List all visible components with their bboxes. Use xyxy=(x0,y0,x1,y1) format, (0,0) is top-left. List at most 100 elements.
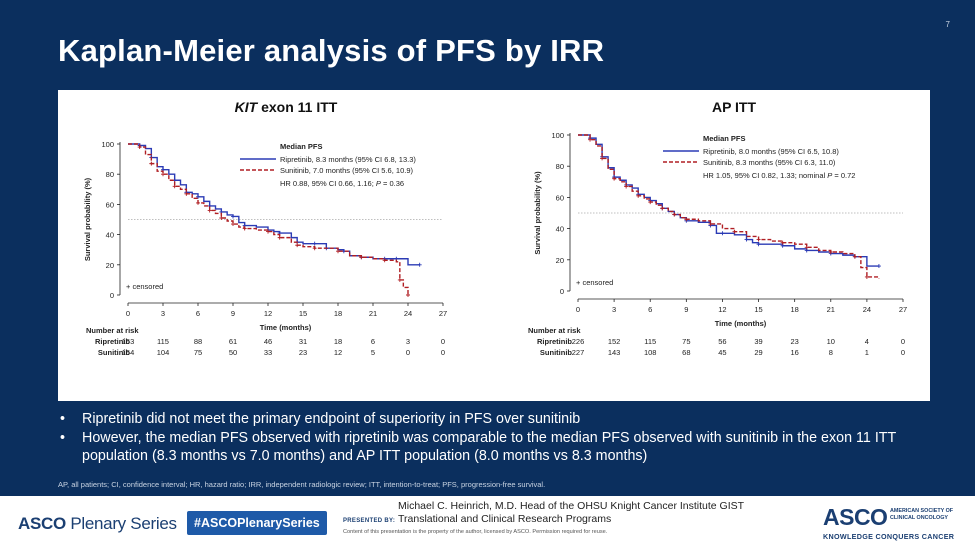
censor-mark xyxy=(417,262,422,267)
risk-value: 164 xyxy=(122,348,135,357)
bullet-item: • Ripretinib did not meet the primary en… xyxy=(58,410,938,429)
risk-value: 5 xyxy=(371,348,375,357)
presenter-line: Translational and Clinical Research Prog… xyxy=(398,513,612,525)
y-tick-label: 40 xyxy=(556,225,564,234)
censor-mark xyxy=(196,200,200,205)
censor-mark xyxy=(756,242,761,247)
risk-value: 16 xyxy=(790,348,798,357)
bullet-item: • However, the median PFS observed with … xyxy=(58,429,938,466)
chart-title-italic: KIT xyxy=(235,99,259,115)
censor-mark xyxy=(780,240,785,245)
x-tick-label: 9 xyxy=(684,305,688,314)
risk-value: 0 xyxy=(406,348,410,357)
censor-mark xyxy=(720,231,725,236)
risk-value: 33 xyxy=(264,348,272,357)
chart-panel: KIT exon 11 ITT 0 20 40 60 80 100 0 3 6 9 12 15 18 21 2… xyxy=(58,90,930,401)
censor-mark xyxy=(266,229,270,234)
risk-value: 226 xyxy=(572,337,585,346)
x-tick-label: 24 xyxy=(863,305,871,314)
censor-mark xyxy=(744,237,749,242)
x-tick-label: 6 xyxy=(196,309,200,318)
y-tick-label: 80 xyxy=(106,170,114,179)
censor-mark xyxy=(359,255,364,260)
censor-mark xyxy=(588,137,593,142)
censor-mark xyxy=(756,237,761,242)
asco-plenary-bold: ASCO xyxy=(18,514,66,533)
chart-title: AP ITT xyxy=(712,99,757,115)
risk-table-heading: Number at risk xyxy=(528,326,581,335)
risk-row-label: Sunitinib xyxy=(540,348,572,357)
footer-bar: ASCO Plenary Series #ASCOPlenarySeries P… xyxy=(0,496,975,548)
risk-row-label: Sunitinib xyxy=(98,348,130,357)
hazard-ratio-part: = 0.36 xyxy=(381,179,404,188)
risk-value: 3 xyxy=(406,337,410,346)
x-tick-label: 0 xyxy=(126,309,130,318)
censor-mark xyxy=(732,229,737,234)
hashtag-badge: #ASCOPlenarySeries xyxy=(187,511,327,535)
risk-value: 29 xyxy=(754,348,762,357)
x-tick-label: 21 xyxy=(369,309,377,318)
risk-value: 88 xyxy=(194,337,202,346)
x-tick-label: 15 xyxy=(299,309,307,318)
km-curve-sunitinib xyxy=(128,143,409,295)
censor-mark xyxy=(242,226,247,231)
risk-value: 104 xyxy=(157,348,170,357)
risk-value: 39 xyxy=(754,337,762,346)
risk-value: 143 xyxy=(608,348,621,357)
censor-mark xyxy=(636,193,641,198)
legend-label: Sunitinib, 8.3 months (95% CI 6.3, 11.0) xyxy=(703,158,836,167)
x-tick-label: 3 xyxy=(161,309,165,318)
censor-mark xyxy=(708,221,713,226)
risk-value: 0 xyxy=(441,337,445,346)
footnote: AP, all patients; CI, confidence interva… xyxy=(58,480,546,489)
censor-mark xyxy=(600,156,605,161)
censor-mark xyxy=(137,145,142,150)
presenter-line: Michael C. Heinrich, M.D. Head of the OH… xyxy=(398,500,745,512)
censor-mark xyxy=(149,161,154,166)
x-tick-label: 18 xyxy=(790,305,798,314)
censor-mark xyxy=(660,206,665,211)
censor-mark xyxy=(231,214,235,219)
censor-mark xyxy=(624,184,629,189)
slide-number: 7 xyxy=(945,20,950,29)
hazard-ratio-text: HR 1.05, 95% CI 0.82, 1.33; nominal P = … xyxy=(703,171,855,180)
legend-heading: Median PFS xyxy=(280,142,323,151)
censor-mark xyxy=(312,241,317,246)
copyright-note: Content of this presentation is the prop… xyxy=(343,529,608,535)
censor-mark xyxy=(312,246,317,251)
x-tick-label: 6 xyxy=(648,305,652,314)
censor-mark xyxy=(852,254,857,259)
asco-tagline: KNOWLEDGE CONQUERS CANCER xyxy=(823,532,955,541)
risk-value: 1 xyxy=(865,348,869,357)
censor-mark xyxy=(196,194,200,199)
censor-mark xyxy=(231,222,235,227)
asco-logo: ASCO xyxy=(823,504,888,530)
risk-value: 6 xyxy=(371,337,375,346)
x-tick-label: 9 xyxy=(231,309,235,318)
risk-value: 75 xyxy=(682,337,690,346)
asco-plenary-logo: ASCO Plenary Series xyxy=(18,514,177,534)
y-tick-label: 40 xyxy=(106,231,114,240)
risk-table-heading: Number at risk xyxy=(86,326,139,335)
y-axis-label: Survival probability (%) xyxy=(83,177,92,261)
risk-value: 0 xyxy=(901,348,905,357)
hazard-ratio-part: = 0.72 xyxy=(832,171,855,180)
censor-mark xyxy=(277,235,282,240)
censor-mark xyxy=(648,200,653,205)
y-axis-label: Survival probability (%) xyxy=(533,171,542,255)
censor-mark xyxy=(612,176,617,181)
y-tick-label: 0 xyxy=(110,291,114,300)
risk-value: 61 xyxy=(229,337,237,346)
x-tick-label: 15 xyxy=(754,305,762,314)
risk-row-label: Ripretinib xyxy=(537,337,572,346)
censor-mark xyxy=(684,217,689,222)
risk-value: 18 xyxy=(334,337,342,346)
censor-mark xyxy=(207,208,212,213)
risk-value: 163 xyxy=(122,337,135,346)
censored-note: + censored xyxy=(126,282,163,291)
censor-mark xyxy=(172,184,177,189)
risk-value: 75 xyxy=(194,348,202,357)
